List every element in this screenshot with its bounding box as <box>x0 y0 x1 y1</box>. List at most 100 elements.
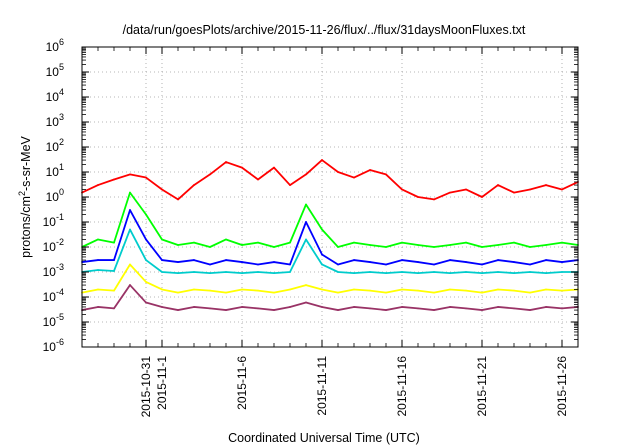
series-point <box>161 259 163 261</box>
series-point <box>529 246 531 248</box>
series-point <box>401 288 403 291</box>
series-point <box>401 259 403 261</box>
series-point <box>401 271 403 273</box>
series-point <box>337 246 339 248</box>
series-point <box>241 306 243 308</box>
y-tick-label-base: 10 <box>43 340 57 354</box>
series-point <box>561 261 563 263</box>
series-point <box>129 228 131 231</box>
series-point <box>305 238 307 241</box>
series-point <box>561 307 563 310</box>
series-point <box>177 244 179 246</box>
series-point <box>129 191 131 194</box>
series-point <box>497 184 499 186</box>
series-point <box>193 271 195 273</box>
series-point <box>513 307 515 310</box>
series-point <box>353 241 355 244</box>
series-point <box>225 271 227 273</box>
series-point <box>465 188 467 191</box>
series-point <box>369 261 371 263</box>
series-point <box>561 241 563 244</box>
series-point <box>369 307 371 310</box>
series-point <box>545 306 547 308</box>
y-tick-label-base: 10 <box>46 190 60 204</box>
x-tick-label: 2015-11-16 <box>395 356 409 417</box>
series-point <box>305 301 307 304</box>
series-point <box>321 159 323 161</box>
series-point <box>257 271 259 273</box>
y-tick-label-exp: 4 <box>59 87 64 97</box>
series-point <box>353 272 355 275</box>
series-point <box>257 263 259 266</box>
series-point <box>129 173 131 176</box>
series-point <box>241 261 243 263</box>
series-point <box>433 263 435 266</box>
series-point <box>161 271 163 273</box>
series-point <box>273 291 275 294</box>
series-point <box>481 309 483 311</box>
series-line-4 <box>81 263 579 294</box>
series-point <box>449 288 451 291</box>
series-point <box>177 198 179 201</box>
series-point <box>289 271 291 273</box>
series-line-5 <box>81 284 579 311</box>
series-point <box>417 307 419 310</box>
series-point <box>145 281 147 283</box>
series-point <box>353 176 355 179</box>
series-point <box>289 288 291 291</box>
y-tick-label-exp: 0 <box>59 187 64 197</box>
grid-lines <box>82 47 578 347</box>
series-point <box>225 161 227 163</box>
series-point <box>193 241 195 244</box>
series-point <box>433 291 435 294</box>
series-point <box>433 309 435 311</box>
series-point <box>321 253 323 256</box>
series-point <box>465 261 467 263</box>
y-tick-label-base: 10 <box>46 115 60 129</box>
series-point <box>497 271 499 273</box>
y-tick-label: 104 <box>46 87 64 104</box>
series-point <box>561 188 563 191</box>
series-point <box>257 289 259 292</box>
y-tick-label: 102 <box>46 137 64 154</box>
series-point <box>129 284 131 286</box>
y-tick-label: 10-2 <box>43 237 64 254</box>
y-tick-label-exp: 5 <box>59 62 64 72</box>
series-point <box>145 259 147 261</box>
series-point <box>353 259 355 261</box>
y-tick-label: 10-3 <box>43 262 64 279</box>
y-tick-label: 10-4 <box>43 287 64 304</box>
y-tick-label-exp: -5 <box>56 312 64 322</box>
series-point <box>321 228 323 231</box>
series-point <box>513 289 515 292</box>
series-point <box>193 184 195 186</box>
series-point <box>161 188 163 191</box>
y-tick-label-base: 10 <box>43 315 57 329</box>
y-tick-label: 100 <box>46 187 64 204</box>
series-point <box>385 173 387 176</box>
series-point <box>305 221 307 223</box>
series-point <box>369 244 371 246</box>
y-axis-title-rest: -s-sr-MeV <box>19 135 33 191</box>
x-tick-label: 2015-10-31 <box>139 356 153 418</box>
series-point <box>225 309 227 311</box>
y-tick-label-exp: 3 <box>59 112 64 122</box>
series-point <box>513 191 515 194</box>
series-point <box>321 263 323 266</box>
series-point <box>225 291 227 294</box>
series-point <box>545 259 547 261</box>
y-tick-label-exp: 2 <box>59 137 64 147</box>
series-point <box>177 309 179 311</box>
series-point <box>513 241 515 244</box>
series-point <box>241 166 243 169</box>
series-point <box>97 288 99 291</box>
series-point <box>545 272 547 275</box>
x-tick-label: 2015-11-6 <box>235 356 249 410</box>
series-point <box>241 244 243 246</box>
series-point <box>529 309 531 311</box>
series-point <box>497 288 499 291</box>
y-axis: 10-610-510-410-310-210-11001011021031041… <box>43 37 578 354</box>
y-tick-label-exp: -3 <box>56 262 64 272</box>
series-point <box>337 171 339 173</box>
series-point <box>401 241 403 244</box>
